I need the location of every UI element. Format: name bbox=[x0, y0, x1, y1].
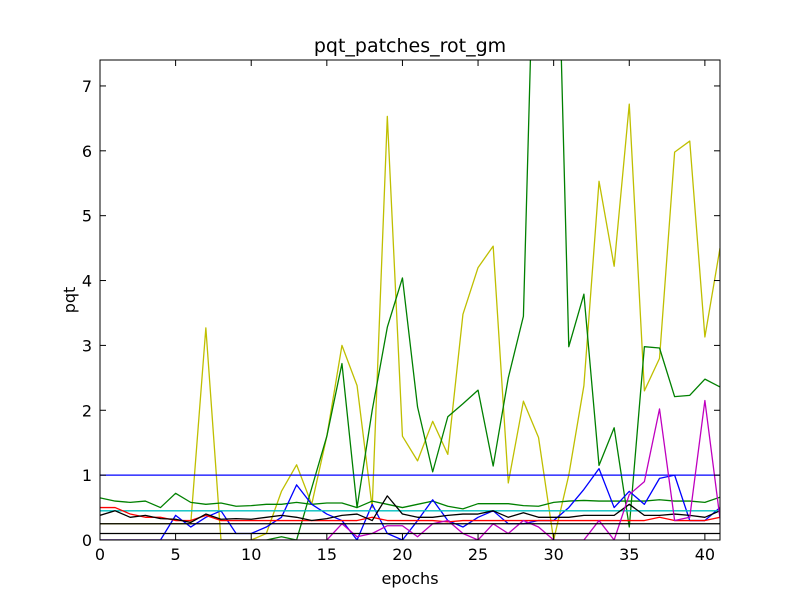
x-tick-label: 40 bbox=[695, 545, 715, 564]
chart-title: pqt_patches_rot_gm bbox=[314, 35, 506, 57]
y-tick-label: 0 bbox=[82, 531, 92, 550]
y-axis-label: pqt bbox=[60, 287, 79, 314]
y-tick-label: 6 bbox=[82, 142, 92, 161]
series-line-2 bbox=[100, 60, 720, 540]
y-tick-label: 4 bbox=[82, 272, 92, 291]
series-line-7 bbox=[100, 506, 720, 523]
x-tick-label: 35 bbox=[619, 545, 639, 564]
series-line-3 bbox=[100, 492, 720, 510]
y-axis: 0 1 2 3 4 5 6 7 bbox=[82, 77, 720, 550]
x-tick-label: 25 bbox=[468, 545, 488, 564]
x-tick-label: 5 bbox=[171, 545, 181, 564]
series-line-5 bbox=[100, 467, 720, 540]
x-tick-label: 20 bbox=[392, 545, 412, 564]
x-axis-label: epochs bbox=[381, 569, 438, 588]
y-tick-label: 5 bbox=[82, 207, 92, 226]
y-tick-label: 2 bbox=[82, 401, 92, 420]
series-line-9 bbox=[100, 399, 720, 540]
y-tick-label: 7 bbox=[82, 77, 92, 96]
x-tick-label: 30 bbox=[543, 545, 563, 564]
y-tick-label: 1 bbox=[82, 466, 92, 485]
y-tick-label: 3 bbox=[82, 336, 92, 355]
series-line-1 bbox=[100, 103, 720, 540]
series-layer bbox=[100, 60, 720, 540]
x-tick-label: 15 bbox=[317, 545, 337, 564]
x-axis: 0 5 10 15 20 25 30 35 40 bbox=[95, 60, 715, 564]
plot-frame bbox=[99, 59, 721, 541]
x-tick-label: 10 bbox=[241, 545, 261, 564]
x-tick-label: 0 bbox=[95, 545, 105, 564]
series-line-8 bbox=[100, 495, 720, 524]
